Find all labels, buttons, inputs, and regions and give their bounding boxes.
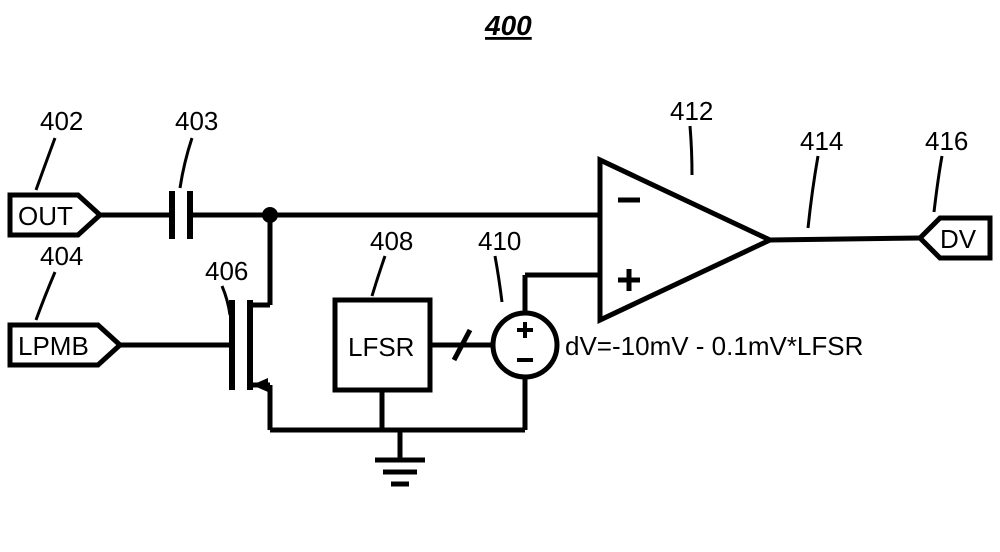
lpmb-label: LPMB xyxy=(18,331,89,361)
lfsr-block: LFSR xyxy=(335,300,430,390)
ref-402: 402 xyxy=(40,106,83,136)
lpmb-port: LPMB xyxy=(10,325,120,365)
ref-414: 414 xyxy=(800,126,843,156)
lfsr-label: LFSR xyxy=(348,332,414,362)
ref-403: 403 xyxy=(175,106,218,136)
figure-number: 400 xyxy=(484,10,532,41)
capacitor xyxy=(172,191,190,239)
mosfet xyxy=(232,215,270,430)
dv-label: DV xyxy=(940,224,977,254)
ground-symbol xyxy=(375,430,425,484)
out-port: OUT xyxy=(10,195,100,235)
circuit-schematic: 400 OUT LPMB DV xyxy=(0,0,1000,552)
ref-416: 416 xyxy=(925,126,968,156)
ref-412: 412 xyxy=(670,96,713,126)
comparator xyxy=(600,160,770,320)
ref-labels: 402 403 404 406 408 410 412 414 416 xyxy=(36,96,968,320)
out-label: OUT xyxy=(18,201,73,231)
voltage-equation: dV=-10mV - 0.1mV*LFSR xyxy=(565,331,863,361)
ref-404: 404 xyxy=(40,241,83,271)
ref-408: 408 xyxy=(370,226,413,256)
dv-port: DV xyxy=(920,218,990,258)
ref-406: 406 xyxy=(205,256,248,286)
ref-410: 410 xyxy=(478,226,521,256)
voltage-source xyxy=(493,313,557,377)
wire-comp-to-dv xyxy=(770,238,920,240)
